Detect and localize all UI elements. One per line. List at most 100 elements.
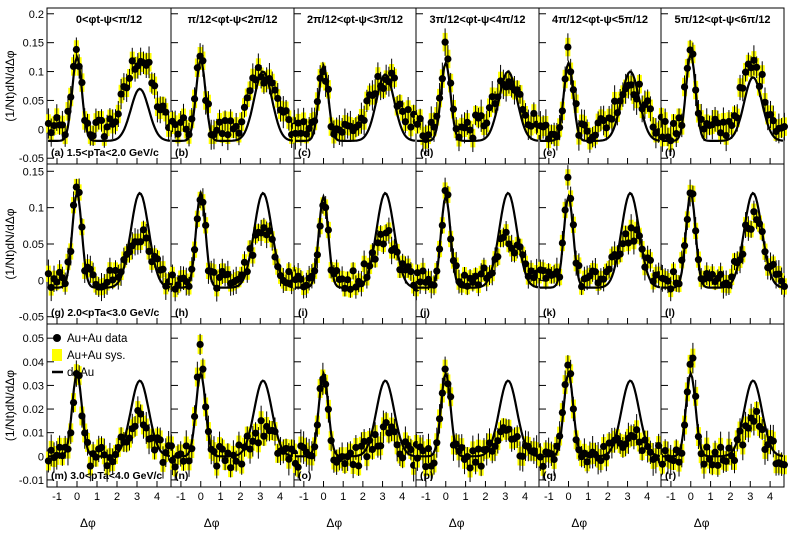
data-point [513,433,521,441]
data-point [433,112,441,120]
data-point [265,227,274,235]
data-point [485,439,494,447]
x-tick-label: 1 [340,491,346,503]
x-axis-label: Δφ [449,516,465,530]
data-point [238,271,246,279]
data-point [646,105,654,113]
data-point [193,215,201,223]
panel-a [44,7,175,165]
x-tick-label: -1 [421,491,431,503]
data-point [232,457,240,465]
data-point [125,74,134,82]
data-point [430,281,438,289]
data-point [466,464,474,472]
data-point [131,422,139,430]
data-point [313,421,321,429]
data-point [755,82,764,91]
data-point [349,460,357,469]
x-tick-label: 2 [114,491,120,503]
data-point [680,421,689,429]
data-point [736,256,744,264]
panel-frame [660,323,785,488]
data-point [333,267,341,275]
data-point [736,427,744,435]
data-point [542,274,550,282]
data-point [204,427,213,436]
data-point [556,123,564,132]
data-point [294,119,302,127]
data-point [575,131,583,139]
data-point [561,380,569,389]
data-point [142,424,150,432]
data-point [75,372,83,380]
panel-letter: (q) [543,470,556,482]
x-tick-label: 4 [767,491,773,503]
data-point [519,251,527,259]
data-point [516,243,524,251]
data-point [580,121,588,129]
data-point [480,264,488,272]
data-point [539,462,547,470]
data-point [463,282,471,290]
data-point [254,439,262,447]
data-point [47,446,55,454]
data-point [728,273,736,281]
x-tick-label: -1 [544,491,554,503]
data-point [145,58,153,66]
data-point [739,441,747,449]
data-point [285,116,293,124]
data-point [474,281,482,289]
data-point [103,462,111,470]
data-point [458,280,466,289]
data-point [600,442,608,451]
data-point [385,78,393,86]
data-point [352,443,360,452]
data-point [67,429,75,437]
y-tick-label: 0.05 [23,95,44,107]
data-point [444,55,452,63]
x-tick-label: 4 [522,491,528,503]
data-point [697,450,705,458]
data-point [602,124,610,132]
data-point [260,224,268,232]
data-point [374,72,382,81]
data-point [368,249,376,257]
y-tick-label: -0.05 [19,312,44,324]
data-point [741,68,750,76]
data-point [530,109,538,118]
panel-g [44,163,175,325]
data-point [324,226,332,234]
data-point [75,62,83,71]
data-point [106,266,114,274]
data-point [177,450,185,458]
y-tick-label: 0 [38,451,44,463]
y-tick-label: 0.04 [23,357,44,369]
panel-h [168,163,298,325]
data-point [652,454,660,462]
data-point [246,87,254,95]
data-point [357,280,365,288]
panel-letter: (o) [298,470,311,482]
data-point [55,268,64,276]
data-point [494,93,502,101]
data-point [346,285,354,293]
data-point [547,450,555,458]
x-tick-label: 4 [154,491,160,503]
data-point [139,226,148,234]
data-point [145,247,153,255]
data-point [363,453,371,461]
data-point [458,444,466,452]
data-point [86,265,94,273]
data-point [722,457,730,465]
x-tick-label: 0 [443,491,449,503]
data-point [174,130,182,138]
data-point [744,424,752,432]
column-title: 2π/12<φt-ψ<3π/12 [307,14,403,26]
data-point [371,430,379,439]
data-point [199,198,207,206]
data-point [705,455,714,463]
data-point [179,457,188,465]
data-point [680,83,689,91]
data-point [730,456,739,465]
data-point [53,451,61,459]
